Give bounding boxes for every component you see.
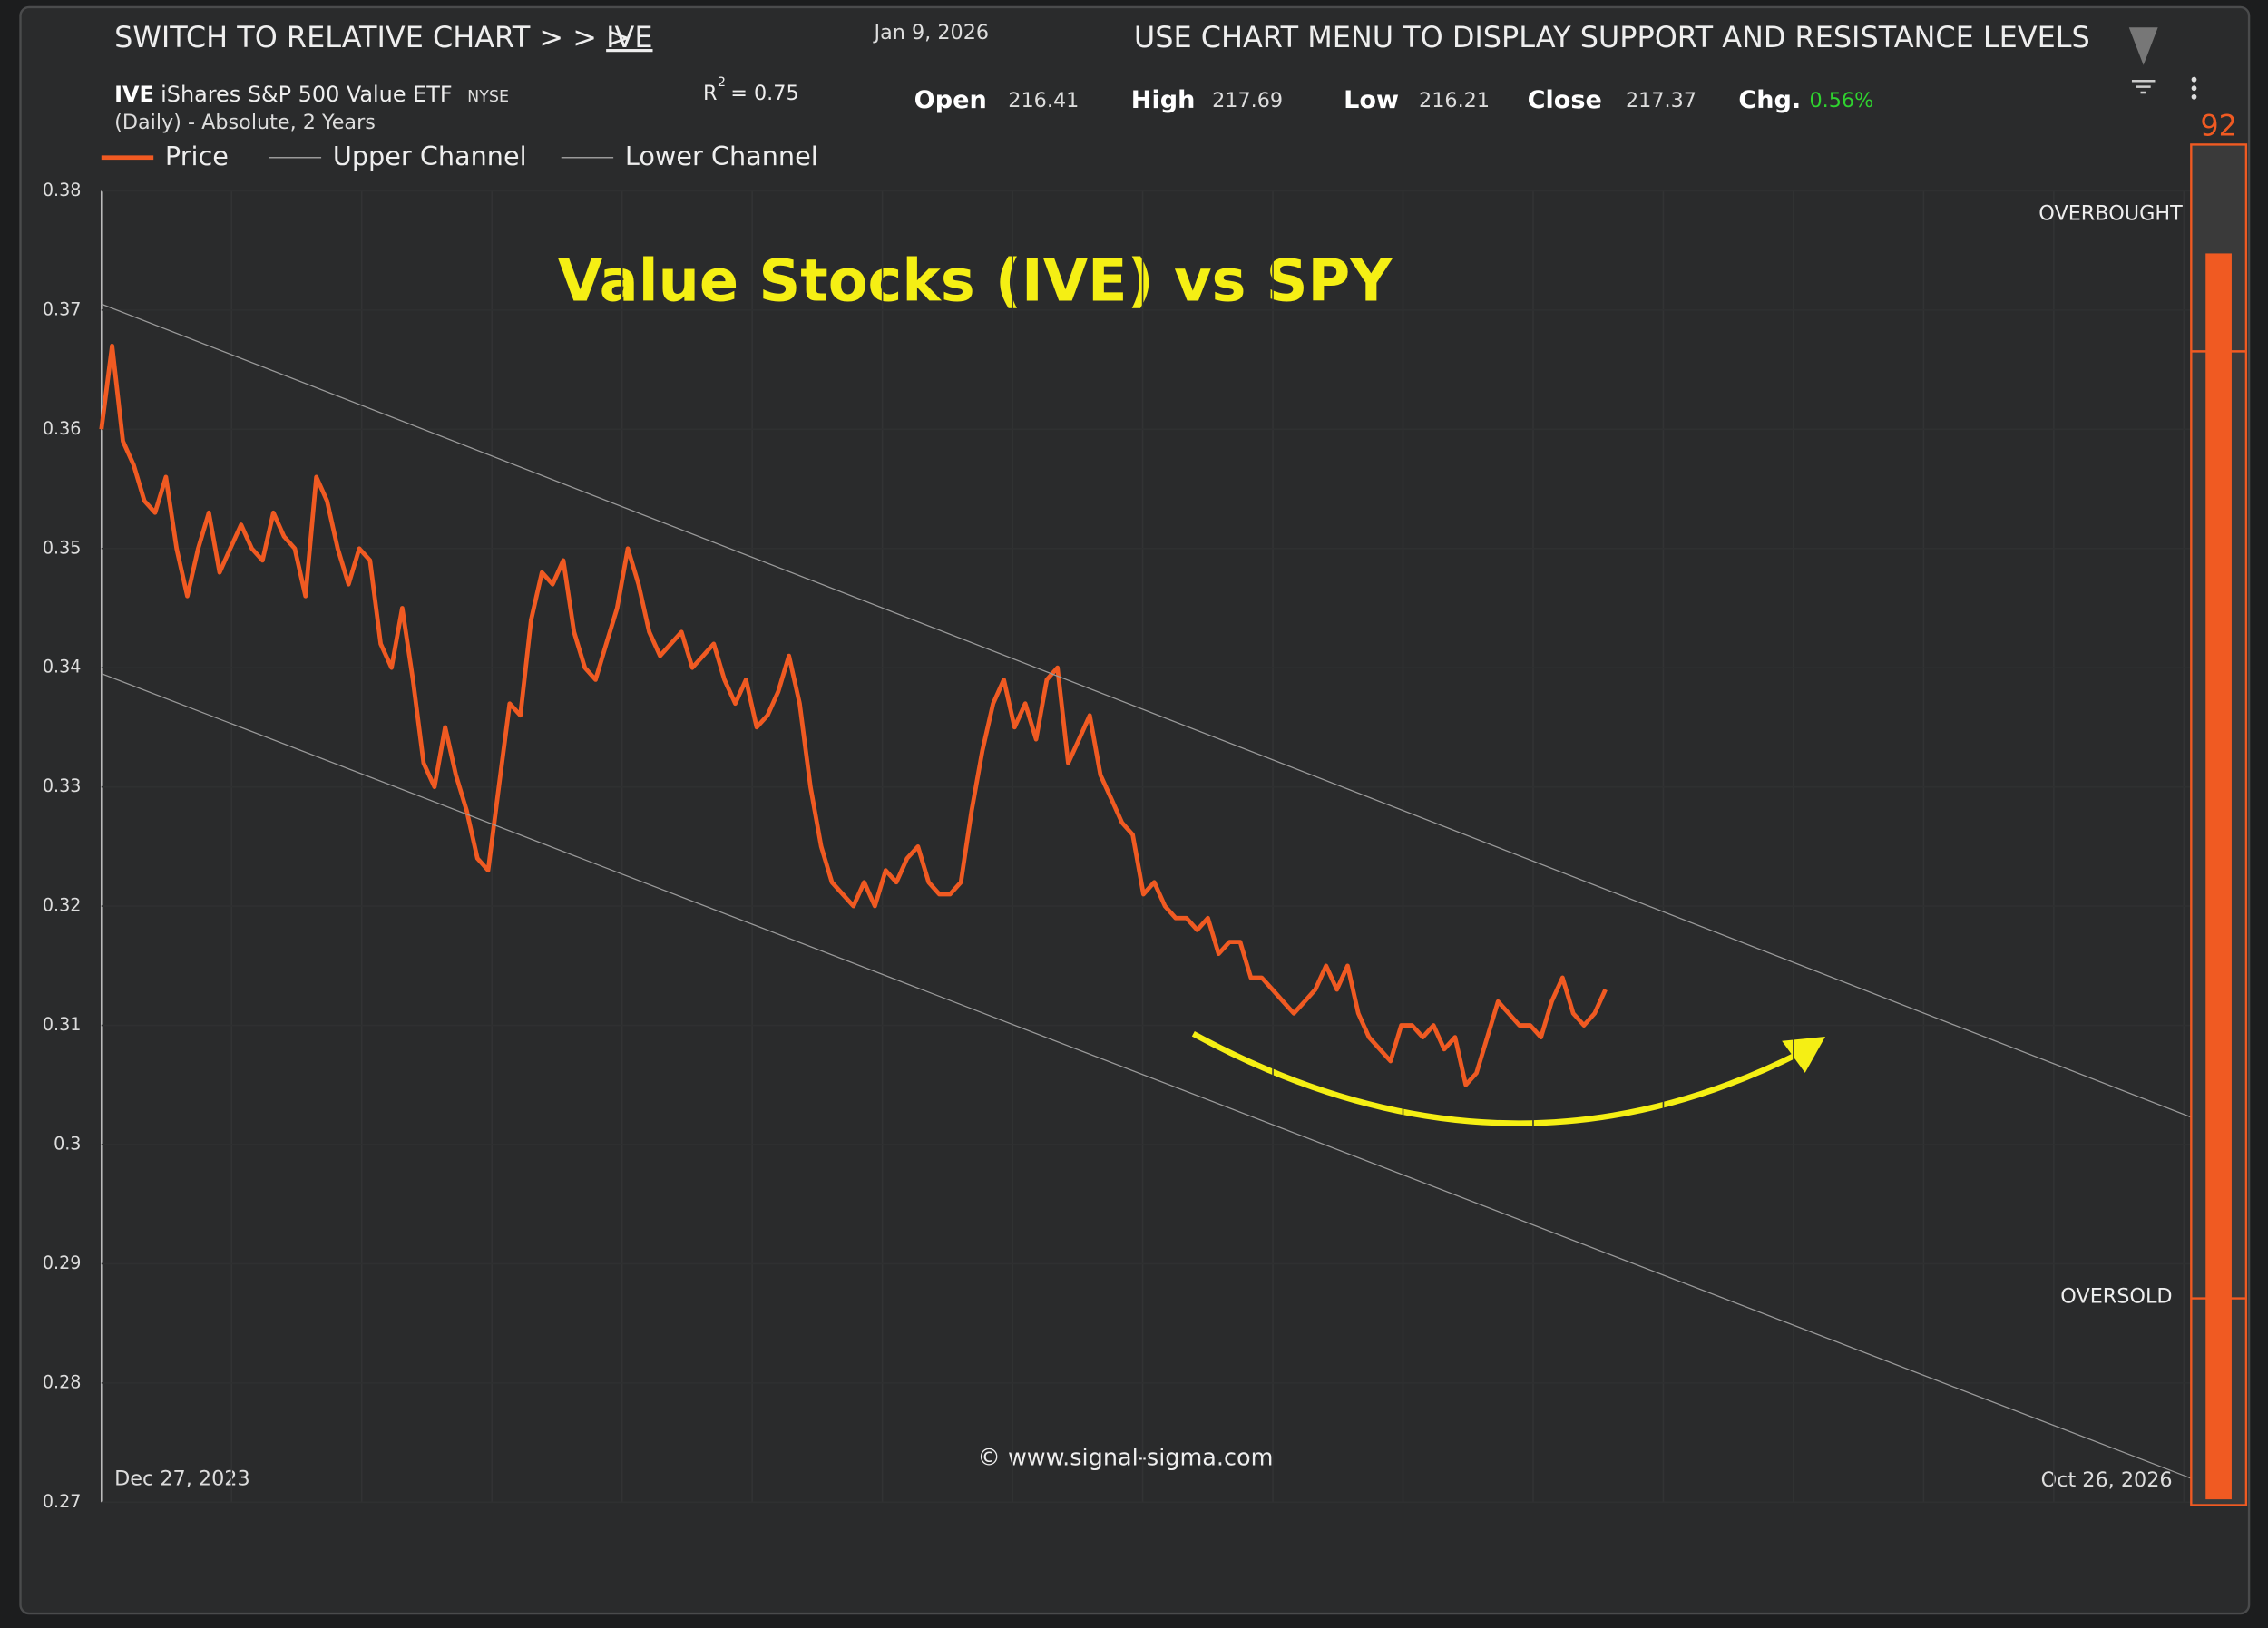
legend-label: Lower Channel bbox=[625, 141, 818, 171]
symbol: IVE bbox=[114, 82, 154, 107]
y-tick-label: 0.28 bbox=[43, 1371, 82, 1392]
exchange: NYSE bbox=[467, 88, 509, 106]
y-tick-label: 0.35 bbox=[43, 537, 82, 558]
menu-text[interactable]: USE CHART MENU TO DISPLAY SUPPORT AND RE… bbox=[1134, 20, 2090, 54]
stat-label: Low bbox=[1344, 86, 1399, 114]
channel-line bbox=[101, 303, 2192, 1118]
stat-label: Chg. bbox=[1738, 86, 1801, 114]
gauge-bar bbox=[2205, 253, 2232, 1500]
y-tick-label: 0.27 bbox=[43, 1491, 82, 1512]
y-tick-label: 0.36 bbox=[43, 418, 82, 439]
filter-icon[interactable] bbox=[2131, 79, 2156, 94]
r2-exp: 2 bbox=[718, 75, 726, 90]
period: (Daily) - Absolute, 2 Years bbox=[114, 111, 376, 134]
overbought-label: OVERBOUGHT bbox=[2038, 201, 2183, 225]
x-tick-label: Dec 27, 2023 bbox=[114, 1467, 250, 1490]
stat-value: 216.41 bbox=[1008, 89, 1079, 112]
more-icon[interactable] bbox=[2191, 76, 2197, 100]
y-tick-label: 0.3 bbox=[54, 1133, 81, 1154]
stat-value: 217.37 bbox=[1626, 89, 1696, 112]
legend-label: Price bbox=[165, 141, 229, 171]
switch-symbol[interactable]: IVE bbox=[606, 20, 652, 54]
y-tick-label: 0.38 bbox=[43, 180, 82, 200]
chart-title: Value Stocks (IVE) vs SPY bbox=[558, 249, 1393, 316]
switch-text[interactable]: SWITCH TO RELATIVE CHART > > > bbox=[114, 20, 631, 54]
stat-label: Close bbox=[1528, 86, 1602, 114]
stat-label: High bbox=[1131, 86, 1196, 114]
date: Jan 9, 2026 bbox=[873, 21, 990, 44]
stat-value: 217.69 bbox=[1212, 89, 1283, 112]
gauge-value: 92 bbox=[2200, 108, 2237, 142]
stat-value: 216.21 bbox=[1419, 89, 1490, 112]
y-tick-label: 0.31 bbox=[43, 1014, 82, 1035]
stat-label: Open bbox=[914, 86, 987, 114]
trend-arrow bbox=[1191, 1031, 1803, 1126]
channel-line bbox=[101, 673, 2192, 1479]
menu-icon[interactable] bbox=[2128, 27, 2158, 65]
stat-value: 0.56% bbox=[1809, 89, 1873, 112]
y-tick-label: 0.33 bbox=[43, 775, 82, 796]
x-tick-label: Oct 26, 2026 bbox=[2041, 1468, 2173, 1492]
watermark: © www.signal-sigma.com bbox=[977, 1444, 1273, 1471]
panel bbox=[19, 5, 2251, 1615]
y-tick-label: 0.29 bbox=[43, 1253, 82, 1273]
r2-label: R bbox=[703, 82, 718, 105]
etf-name: iShares S&P 500 Value ETF bbox=[161, 82, 452, 107]
legend-label: Upper Channel bbox=[333, 141, 527, 171]
y-tick-label: 0.37 bbox=[43, 298, 82, 319]
r2-value: = 0.75 bbox=[730, 82, 798, 105]
oversold-label: OVERSOLD bbox=[2060, 1284, 2172, 1308]
y-tick-label: 0.34 bbox=[43, 657, 82, 678]
y-tick-label: 0.32 bbox=[43, 895, 82, 916]
price-line bbox=[99, 343, 1608, 1087]
